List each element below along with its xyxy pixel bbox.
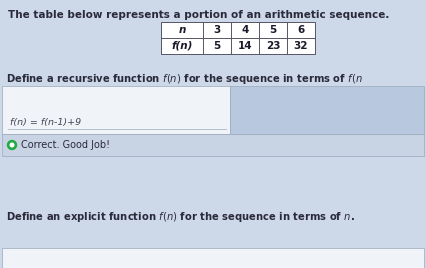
Text: 5: 5 (269, 25, 276, 35)
Text: 23: 23 (266, 41, 280, 51)
Text: f(n): f(n) (171, 41, 193, 51)
Text: n: n (178, 25, 186, 35)
Text: f(n) = f(n-1)+9: f(n) = f(n-1)+9 (10, 118, 81, 127)
Bar (161, 22, 315, 54)
Text: Correct. Good Job!: Correct. Good Job! (21, 140, 110, 150)
Text: 4: 4 (241, 25, 249, 35)
Bar (230, 86, 424, 134)
Text: 6: 6 (297, 25, 305, 35)
Text: Define an explicit function $f(n)$ for the sequence in terms of $n$.: Define an explicit function $f(n)$ for t… (6, 210, 355, 224)
Text: 3: 3 (213, 25, 221, 35)
Text: Define a recursive function $f(n)$ for the sequence in terms of $f($$n$: Define a recursive function $f(n)$ for t… (6, 72, 363, 86)
Circle shape (10, 143, 14, 147)
Circle shape (8, 140, 17, 150)
Text: 5: 5 (213, 41, 221, 51)
Bar (2, 248, 424, 268)
Text: 32: 32 (294, 41, 308, 51)
Text: The table below represents a portion of an arithmetic sequence.: The table below represents a portion of … (8, 10, 389, 20)
Bar (2, 86, 230, 134)
Text: 14: 14 (238, 41, 252, 51)
Bar (2, 134, 424, 156)
